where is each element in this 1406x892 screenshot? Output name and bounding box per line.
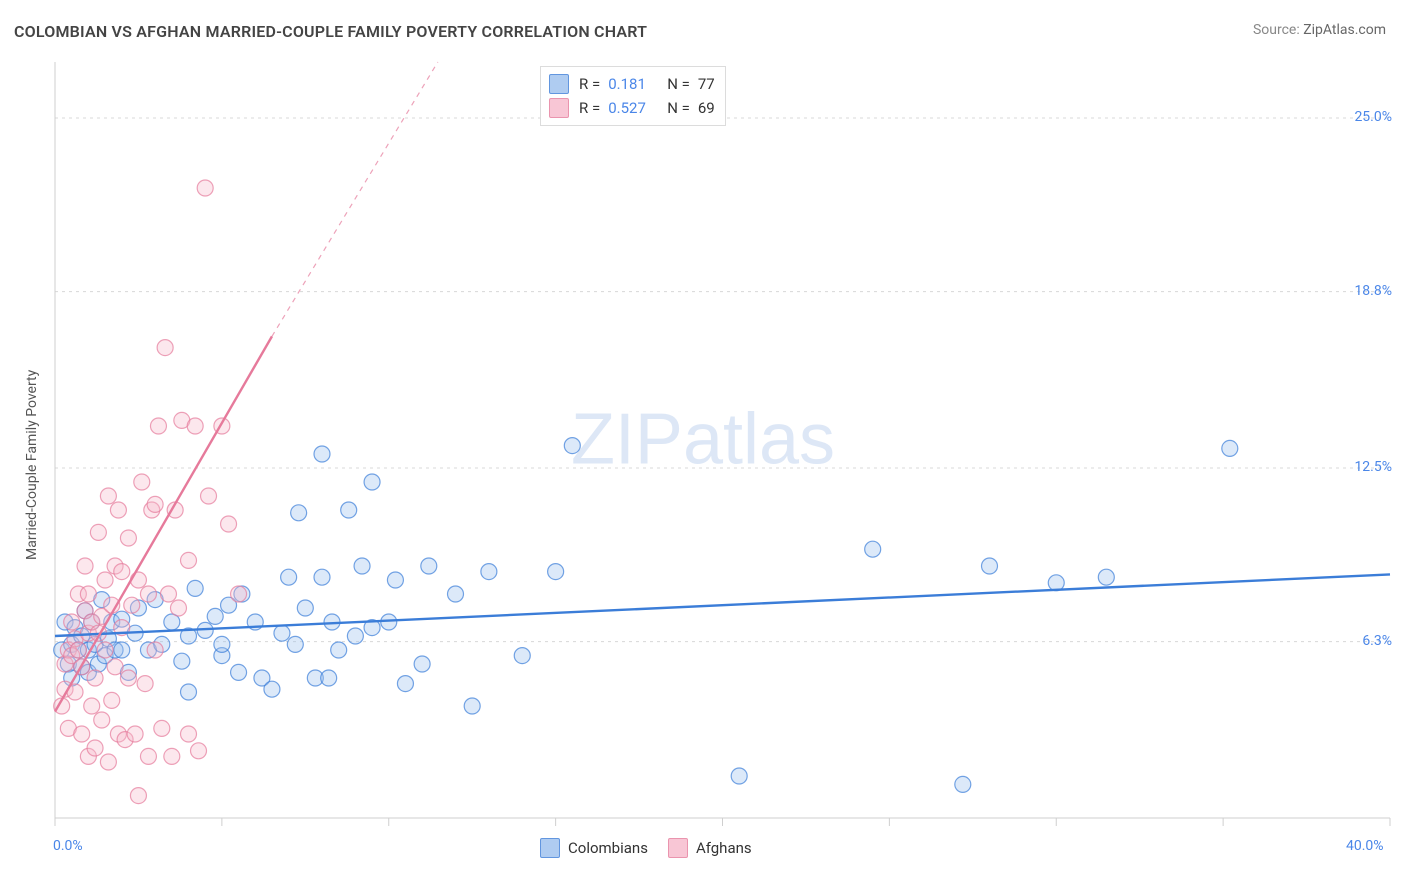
n-label: N = <box>667 75 690 93</box>
series-legend: Colombians Afghans <box>540 838 752 858</box>
legend-swatch <box>668 838 688 858</box>
y-tick-label: 25.0% <box>1354 109 1392 125</box>
r-label: R = <box>579 99 600 117</box>
chart-title: COLOMBIAN VS AFGHAN MARRIED-COUPLE FAMIL… <box>14 22 647 41</box>
legend-item: Colombians <box>540 838 648 858</box>
legend-label: Afghans <box>696 839 752 857</box>
r-value: 0.527 <box>608 99 653 117</box>
source-value: ZipAtlas.com <box>1303 22 1386 38</box>
x-tick-label: 0.0% <box>53 838 83 854</box>
legend-swatch <box>549 98 569 118</box>
n-value: 77 <box>698 75 715 93</box>
source-label: Source: <box>1253 22 1300 38</box>
r-label: R = <box>579 75 600 93</box>
stats-row: R = 0.527 N = 69 <box>549 96 715 120</box>
legend-label: Colombians <box>568 839 648 857</box>
y-tick-label: 12.5% <box>1354 459 1392 475</box>
n-label: N = <box>667 99 690 117</box>
stats-row: R = 0.181 N = 77 <box>549 72 715 96</box>
y-tick-label: 6.3% <box>1362 633 1392 649</box>
x-tick-label: 40.0% <box>1346 838 1384 854</box>
y-axis-label: Married-Couple Family Poverty <box>24 370 40 560</box>
correlation-stats-legend: R = 0.181 N = 77 R = 0.527 N = 69 <box>540 66 726 126</box>
legend-swatch <box>549 74 569 94</box>
legend-swatch <box>540 838 560 858</box>
legend-item: Afghans <box>668 838 752 858</box>
n-value: 69 <box>698 99 715 117</box>
scatter-chart <box>0 0 1406 892</box>
source-attribution: Source: ZipAtlas.com <box>1253 22 1386 38</box>
r-value: 0.181 <box>608 75 653 93</box>
y-tick-label: 18.8% <box>1354 283 1392 299</box>
